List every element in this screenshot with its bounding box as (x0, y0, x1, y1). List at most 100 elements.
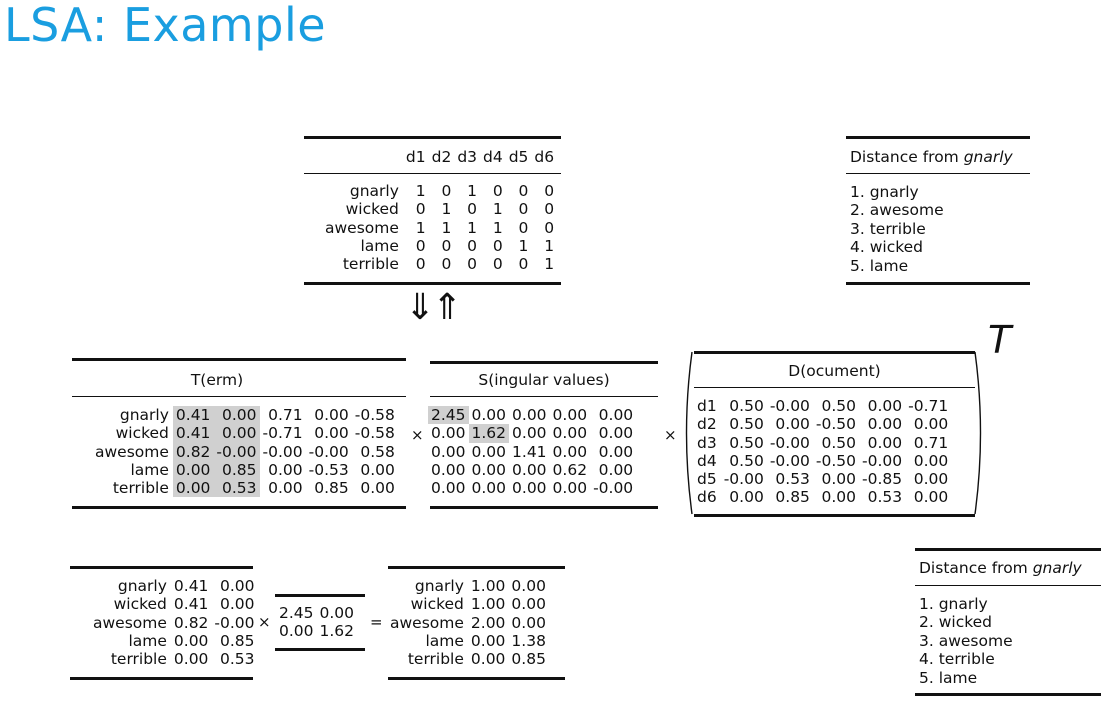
cell: -0.50 (815, 415, 857, 434)
cell: 0.53 (213, 479, 260, 498)
top-rule (430, 361, 658, 364)
table-row: 0.00 0.00 0.00 0.00 -0.00 (428, 479, 636, 497)
cell: -0.58 (354, 424, 395, 443)
table-row: lame 0.00 0.85 0.00 -0.53 0.00 (92, 460, 398, 480)
header-rule (915, 585, 1101, 586)
cell: 1 (492, 200, 503, 219)
cell: 0.00 (360, 479, 395, 498)
cell: 1.62 (319, 622, 355, 641)
row-label: lame (130, 460, 169, 479)
cell: 1.00 (470, 577, 506, 595)
cell: 0.00 (598, 406, 634, 424)
table-row: 0.00 0.00 0.00 0.62 0.00 (428, 461, 636, 479)
row-label: wicked (113, 595, 167, 614)
cell: 0.00 (913, 415, 949, 434)
table-row: d4 0.50 -0.00 -0.50 -0.00 0.00 (694, 452, 951, 470)
cell: 0.82 (173, 613, 209, 632)
list-item: 5. lame (850, 256, 909, 275)
slide-title: LSA: Example (4, 0, 327, 52)
bottom-rule (694, 514, 975, 517)
table-row: 2.45 0.00 (276, 604, 357, 622)
row-label: lame (128, 631, 167, 650)
column-header: d6 (534, 148, 555, 166)
cell: 0.62 (552, 460, 588, 479)
cell: 0.82 (172, 442, 214, 461)
cell: 1.00 (470, 595, 506, 614)
cell: -0.00 (769, 433, 810, 452)
cell: 0 (544, 218, 555, 237)
cell: 1.41 (512, 442, 547, 461)
table-row: d3 0.50 -0.00 0.50 0.00 0.71 (694, 434, 951, 452)
cell: 0.00 (552, 424, 588, 443)
cell: 0.00 (470, 650, 506, 669)
cell: 2.00 (470, 613, 506, 632)
list-item: 1. gnarly (919, 595, 988, 613)
cell: -0.85 (862, 470, 903, 489)
singular-caption: S(ingular values) (478, 371, 610, 389)
times-symbol: × (258, 613, 271, 631)
table-row: gnarly 0.41 0.00 (90, 577, 258, 595)
cell: 0.00 (431, 442, 466, 461)
header-rule (430, 396, 658, 397)
cell: 0.00 (511, 577, 546, 595)
table-row: awesome 2.00 0.00 (387, 614, 549, 632)
cell: 0 (518, 218, 529, 237)
cell: 0.85 (213, 460, 260, 480)
cell: 0.00 (172, 479, 214, 498)
bottom-rule (70, 677, 253, 680)
cell: 0.00 (511, 595, 546, 614)
row-label: gnarly (119, 406, 169, 424)
header-rule (304, 173, 561, 174)
bottom-rule (72, 506, 406, 509)
singular-matrix: 2.45 0.00 0.00 0.00 0.00 0.00 1.62 0.00 … (428, 406, 636, 497)
list-item: 2. awesome (850, 201, 944, 220)
cell: 0.00 (598, 442, 634, 461)
cell: 0.00 (268, 460, 303, 479)
cell: -0.00 (262, 442, 303, 461)
cell: 0 (441, 236, 452, 255)
cell: -0.71 (908, 397, 949, 415)
table-row: terrible 0 0 0 0 0 1 (322, 255, 557, 273)
table-row: terrible 0.00 0.53 0.00 0.85 0.00 (92, 479, 398, 498)
row-label: d5 (697, 470, 717, 489)
top-rule (846, 136, 1030, 139)
cell: 1 (467, 218, 478, 237)
cell: 0.50 (821, 433, 857, 452)
cell: 0.58 (360, 442, 395, 461)
row-label: awesome (390, 613, 464, 632)
doc-term-header-row: d1 d2 d3 d4 d5 d6 (322, 148, 557, 170)
list-item: 4. wicked (850, 238, 924, 257)
cell: 0.00 (471, 460, 507, 479)
cell: 0.00 (867, 433, 903, 452)
cell: 0.00 (314, 424, 349, 443)
cell: -0.00 (769, 397, 810, 415)
column-header: d2 (431, 148, 452, 166)
row-label: gnarly (414, 577, 464, 595)
cell: 0 (518, 182, 529, 200)
cell: 0.00 (913, 488, 949, 507)
distance-title-word: gnarly (1032, 559, 1082, 577)
top-rule (915, 548, 1101, 551)
cell: 0.00 (319, 604, 355, 622)
reduced-singular-matrix: 2.45 0.00 0.00 1.62 (276, 604, 357, 641)
distance-list: 1. gnarly 2. awesome 3. terrible 4. wick… (850, 183, 944, 275)
row-label: lame (360, 236, 399, 255)
cell: 1 (492, 218, 503, 237)
cell: 0.00 (598, 460, 634, 479)
header-rule (72, 396, 406, 397)
cell: 0 (441, 182, 452, 200)
distance-list: 1. gnarly 2. wicked 3. awesome 4. terrib… (919, 595, 1013, 687)
cell: 0.00 (431, 460, 466, 479)
column-header: d5 (508, 148, 529, 166)
cell: 0.00 (213, 424, 260, 443)
cell: -0.00 (593, 479, 634, 498)
top-rule (388, 566, 565, 569)
cell: 1 (518, 236, 529, 255)
table-row: wicked 1.00 0.00 (387, 595, 549, 613)
decompose-arrows-icon: ⇓⇑ (405, 287, 462, 328)
table-row: lame 0.00 0.85 (90, 632, 258, 650)
cell: 0.00 (512, 406, 547, 424)
row-label: d2 (697, 415, 717, 434)
column-header: d1 (405, 148, 426, 166)
cell: -0.50 (815, 451, 857, 470)
